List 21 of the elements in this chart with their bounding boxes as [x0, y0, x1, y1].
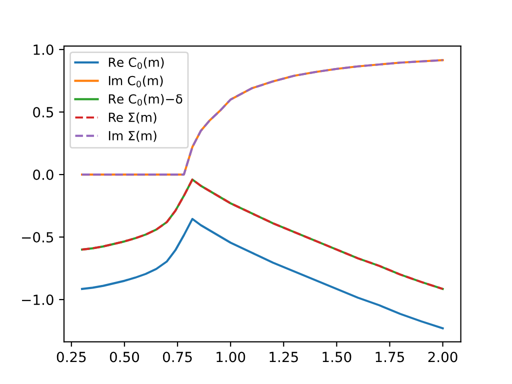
x-tick-label: 2.00 [428, 352, 458, 362]
line-series [80, 59, 444, 176]
x-tick-label: 1.75 [376, 352, 404, 362]
legend-label: Re C$_{0}$(m) [108, 57, 164, 69]
y-tick-label: 0.5 [33, 107, 54, 118]
x-tick-label: 0.50 [110, 352, 140, 362]
x-tick-label: 0.25 [56, 352, 86, 362]
legend-label: Re C$_{0}$(m)−δ [108, 94, 182, 106]
y-tick-label: 0.0 [33, 170, 54, 180]
legend-label: Re Σ(m) [108, 112, 156, 124]
x-tick-label: 1.50 [322, 352, 352, 362]
line-series [80, 178, 444, 290]
y-tick-label: −1.0 [22, 294, 54, 306]
y-tick-label: −0.5 [22, 232, 54, 243]
y-tick-label: 1.0 [34, 44, 54, 55]
line-series [80, 218, 444, 330]
x-tick-label: 1.00 [216, 352, 246, 362]
legend-label: Im C$_{0}$(m) [108, 76, 163, 88]
x-tick-label: 1.25 [270, 352, 298, 362]
x-tick-label: 0.75 [162, 352, 192, 362]
legend-label: Im Σ(m) [108, 130, 156, 142]
